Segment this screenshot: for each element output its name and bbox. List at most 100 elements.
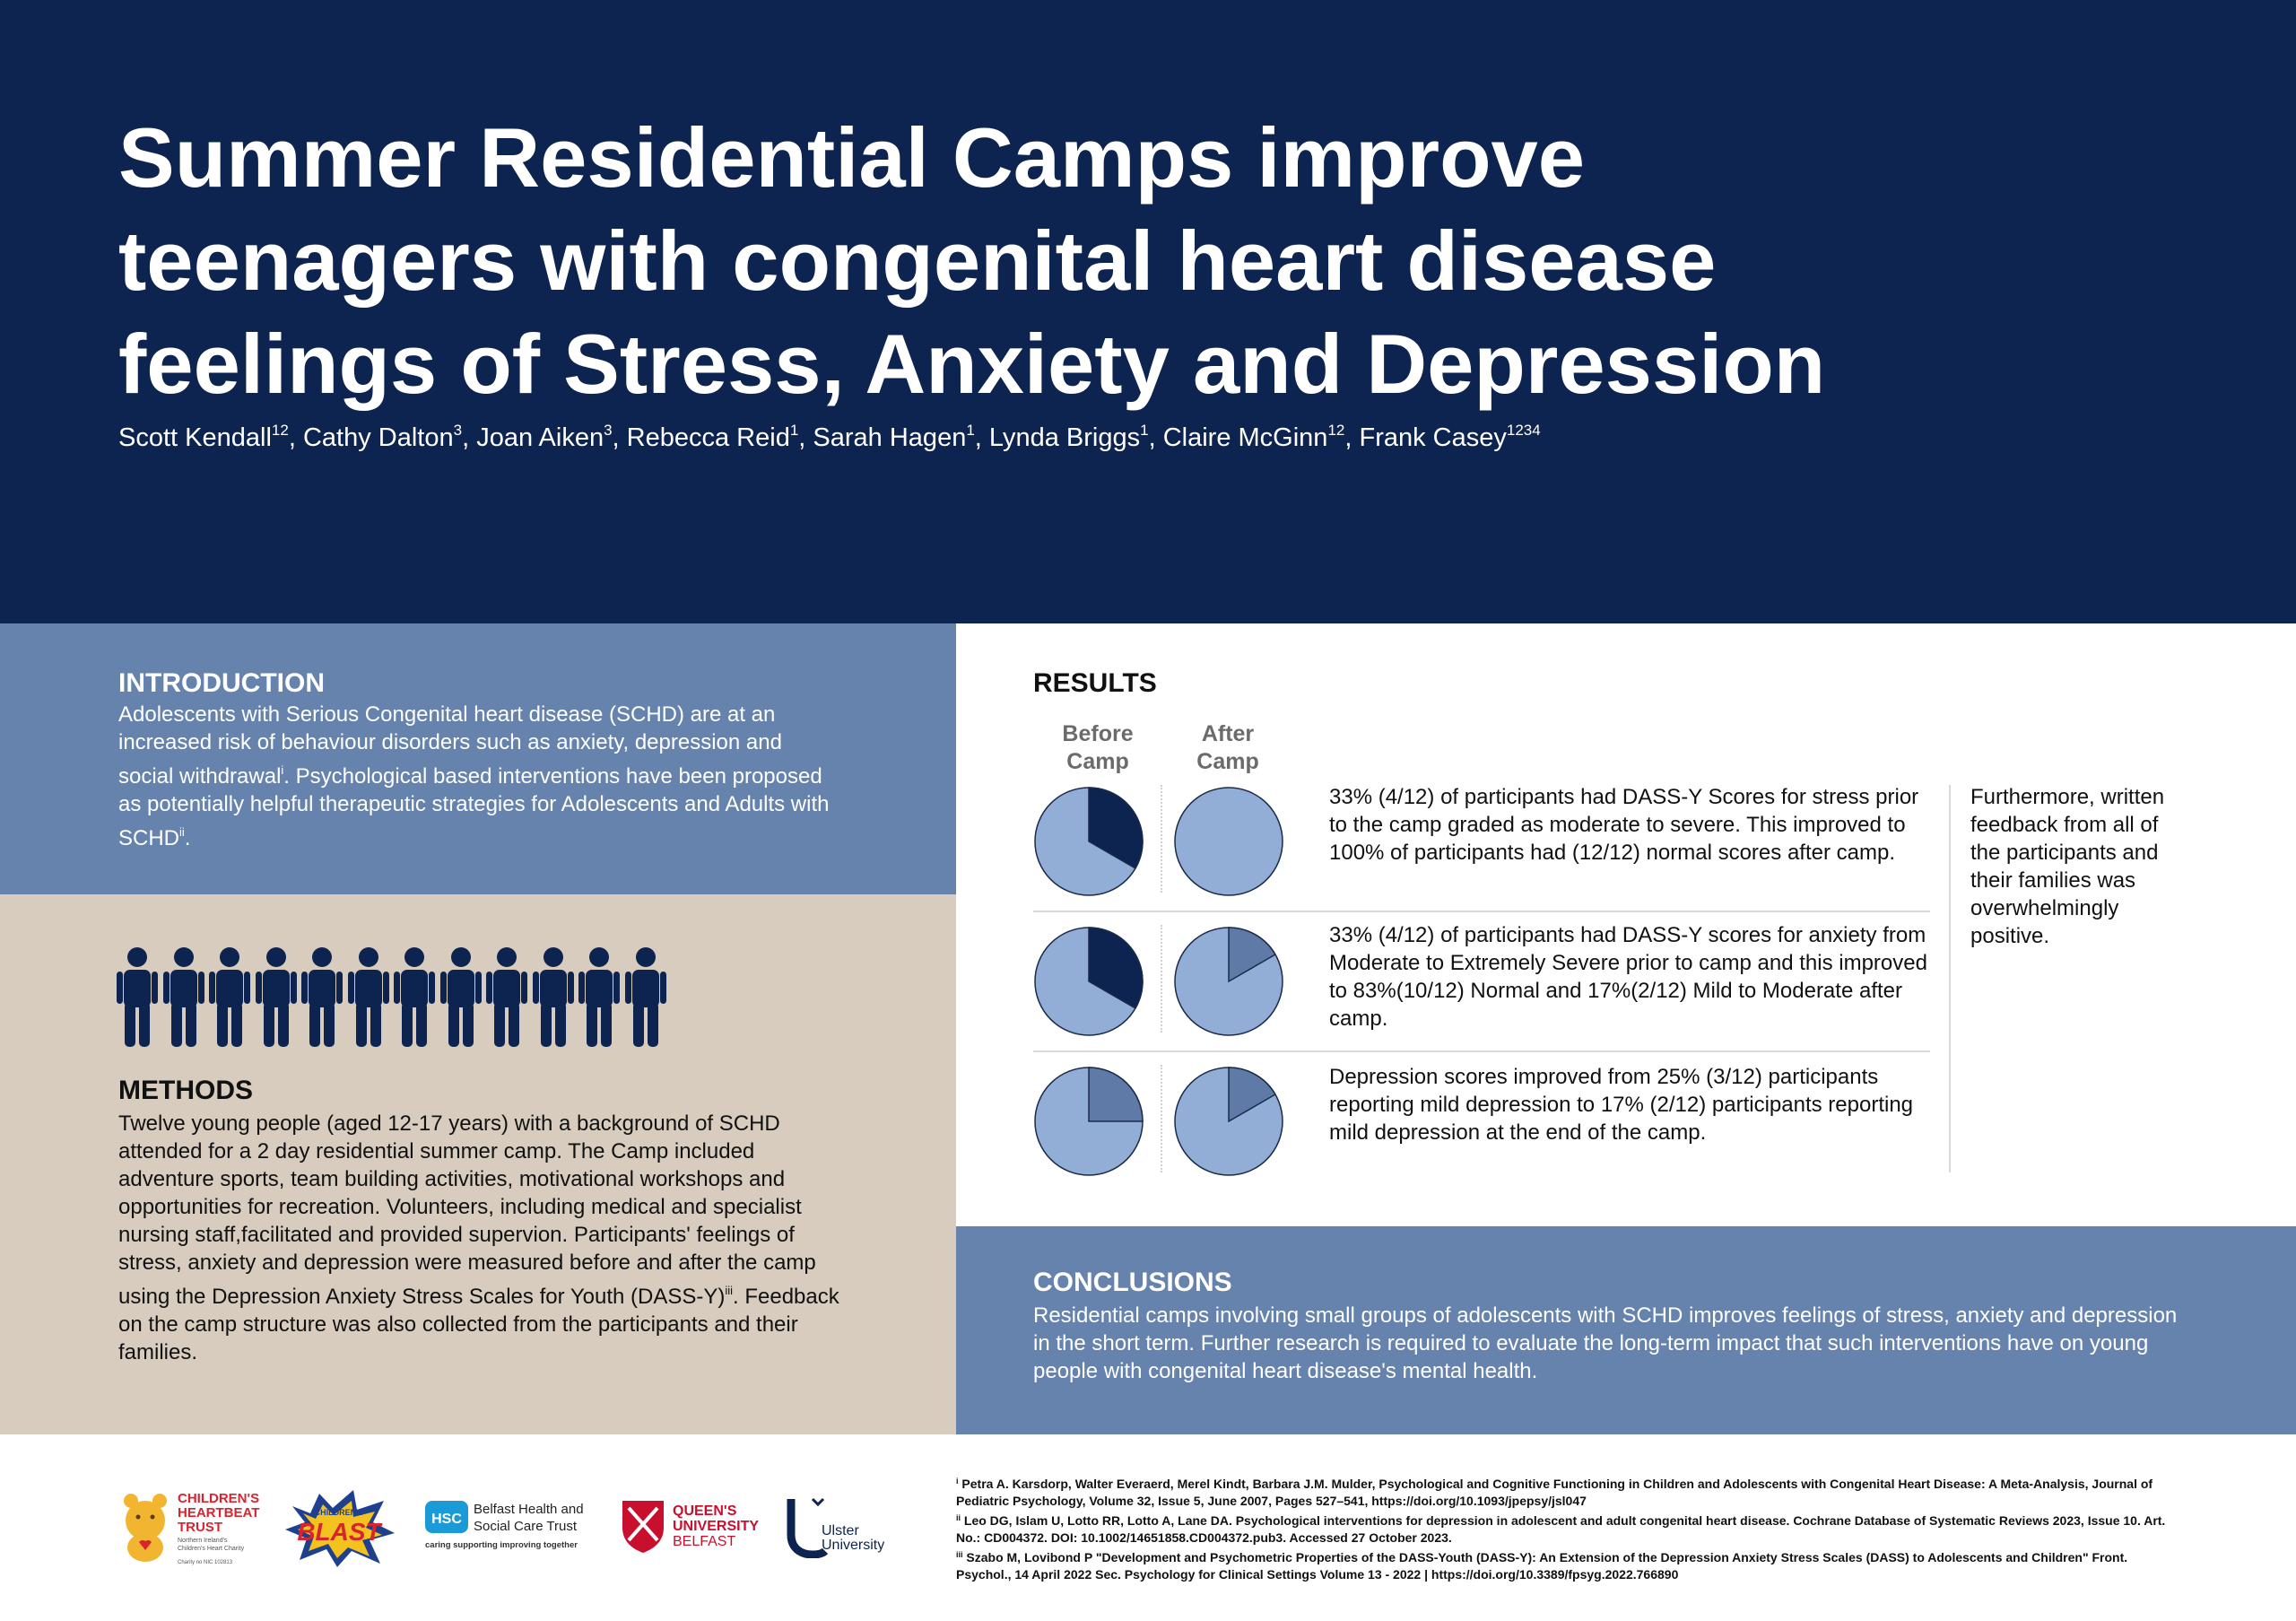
person-icon	[209, 947, 250, 1047]
introduction-section: INTRODUCTION Adolescents with Serious Co…	[0, 623, 956, 894]
introduction-heading: INTRODUCTION	[118, 668, 325, 698]
methods-heading: METHODS	[118, 1076, 253, 1105]
title-line: feelings of Stress, Anxiety and Depressi…	[118, 317, 1826, 411]
ulster-university-logo: Ulster University	[787, 1497, 884, 1558]
column-divider	[1161, 925, 1162, 1033]
conclusions-heading: CONCLUSIONS	[1033, 1268, 1232, 1297]
belfast-hsc-trust-logo: HSC Belfast Health and Social Care Trust…	[425, 1501, 584, 1550]
reference-mark: iii	[956, 1550, 963, 1559]
participants-pictogram	[117, 946, 671, 1047]
author-affiliation: 1	[966, 422, 975, 439]
childrens-blast-logo: CHILDREN'S BLAST	[285, 1490, 395, 1567]
person-icon	[301, 947, 343, 1047]
logo-text: Ulster	[822, 1523, 859, 1538]
methods-body: Twelve young people (aged 12-17 years) w…	[118, 1110, 854, 1366]
reference-text: Leo DG, Islam U, Lotto RR, Lotto A, Lane…	[956, 1513, 2166, 1545]
depression-after-pie	[1174, 1067, 1283, 1176]
reference-text: Petra A. Karsdorp, Walter Everaerd, Mere…	[956, 1477, 2153, 1508]
logo-text: BLAST	[297, 1518, 383, 1546]
poster-footer: CHILDREN'S HEARTBEAT TRUST Northern Irel…	[0, 1434, 2296, 1621]
citation-mark: i	[281, 763, 284, 777]
pie-slice-elevated	[1088, 927, 1144, 1010]
logo-text: HSC	[431, 1512, 462, 1527]
methods-text: Twelve young people (aged 12-17 years) w…	[118, 1111, 816, 1309]
column-header-line: Camp	[1066, 749, 1129, 774]
logo-text: TRUST	[178, 1520, 222, 1535]
author-name: Rebecca Reid	[626, 423, 790, 452]
logo-text: Northern Ireland's	[178, 1538, 228, 1544]
pie-slice-elevated	[1228, 1067, 1276, 1123]
person-icon	[532, 947, 574, 1047]
logo-text: CHILDREN'S	[178, 1491, 259, 1506]
person-icon	[347, 947, 389, 1047]
depression-before-pie	[1034, 1067, 1144, 1176]
logo-text: Social Care Trust	[474, 1519, 578, 1534]
stress-result-text: 33% (4/12) of participants had DASS-Y Sc…	[1329, 785, 1919, 865]
author-affiliation: 1234	[1506, 422, 1541, 439]
author-name: Frank Casey	[1359, 423, 1507, 452]
childrens-heartbeat-trust-logo: CHILDREN'S HEARTBEAT TRUST Northern Irel…	[124, 1491, 259, 1565]
title-line: teenagers with congenital heart disease	[118, 214, 1717, 308]
row-divider	[1033, 1050, 1930, 1052]
person-icon	[578, 947, 620, 1047]
citation-mark: iii	[725, 1284, 734, 1297]
conclusions-body: Residential camps involving small groups…	[1033, 1303, 2178, 1383]
logo-text: BELFAST	[673, 1534, 735, 1549]
author-name: Scott Kendall	[118, 423, 272, 452]
reference-mark: i	[956, 1477, 959, 1486]
pie-slice-elevated	[1088, 787, 1144, 870]
author-name: Joan Aiken	[476, 423, 604, 452]
logo-text: UNIVERSITY	[673, 1519, 759, 1534]
person-icon	[255, 947, 297, 1047]
introduction-body: Adolescents with Serious Congenital hear…	[118, 701, 836, 852]
person-icon	[439, 947, 482, 1047]
stress-after-pie	[1174, 787, 1283, 896]
author-name: Claire McGinn	[1162, 423, 1328, 452]
column-header-line: Camp	[1196, 749, 1259, 774]
after-camp-header: After Camp	[1165, 720, 1291, 776]
author-name: Sarah Hagen	[813, 423, 967, 452]
author-name: Lynda Briggs	[988, 423, 1141, 452]
logo-text: Charity no NIC 102813	[178, 1560, 233, 1565]
citation-mark: ii	[179, 825, 185, 839]
introduction-text: .	[184, 826, 191, 850]
poster-header: Summer Residential Camps improve teenage…	[0, 0, 2296, 623]
author-affiliation: 12	[271, 422, 289, 439]
poster-title: Summer Residential Camps improve teenage…	[118, 106, 1826, 415]
stress-before-pie	[1034, 787, 1144, 896]
methods-section: METHODS Twelve young people (aged 12-17 …	[0, 894, 956, 1434]
author-name: Cathy Dalton	[302, 423, 454, 452]
feedback-note: Furthermore, written feedback from all o…	[1970, 785, 2165, 948]
pie-slice-elevated	[1088, 1067, 1144, 1122]
pie-slice-normal	[1174, 787, 1283, 896]
logo-text: Children's Heart Charity	[178, 1546, 245, 1552]
reference-list: i Petra A. Karsdorp, Walter Everaerd, Me…	[956, 1473, 2176, 1583]
column-divider	[1161, 1065, 1162, 1172]
logo-text: QUEEN'S	[673, 1503, 737, 1519]
introduction-text: Adolescents with Serious Congenital hear…	[118, 702, 782, 789]
results-section: RESULTS Before Camp After Camp 33% (4/12…	[956, 623, 2296, 1226]
person-icon	[394, 947, 435, 1047]
reference-item: i Petra A. Karsdorp, Walter Everaerd, Me…	[956, 1473, 2176, 1510]
author-affiliation: 1	[789, 422, 799, 439]
reference-item: iii Szabo M, Lovibond P "Development and…	[956, 1547, 2176, 1583]
introduction-text: . Psychological based interventions have…	[118, 764, 830, 850]
anxiety-after-pie	[1174, 927, 1283, 1036]
queens-university-belfast-logo: QUEEN'S UNIVERSITY BELFAST	[622, 1501, 759, 1553]
title-line: Summer Residential Camps improve	[118, 110, 1586, 205]
author-list: Scott Kendall12, Cathy Dalton3, Joan Aik…	[118, 422, 1541, 452]
reference-text: Szabo M, Lovibond P "Development and Psy…	[956, 1550, 2128, 1582]
depression-result-text: Depression scores improved from 25% (3/1…	[1329, 1065, 1914, 1145]
person-icon	[162, 947, 204, 1047]
results-heading: RESULTS	[1033, 668, 1157, 698]
logo-text: caring supporting improving together	[425, 1540, 578, 1550]
person-icon	[486, 947, 527, 1047]
conclusions-section: CONCLUSIONS Residential camps involving …	[956, 1226, 2296, 1434]
author-affiliation: 3	[604, 422, 613, 439]
pie-slice-elevated	[1228, 927, 1276, 983]
methods-text: . Feedback on the camp structure was als…	[118, 1285, 839, 1364]
column-header-line: Before	[1062, 721, 1134, 746]
author-affiliation: 1	[1140, 422, 1149, 439]
logo-text: University	[822, 1538, 884, 1553]
column-divider	[1161, 785, 1162, 893]
